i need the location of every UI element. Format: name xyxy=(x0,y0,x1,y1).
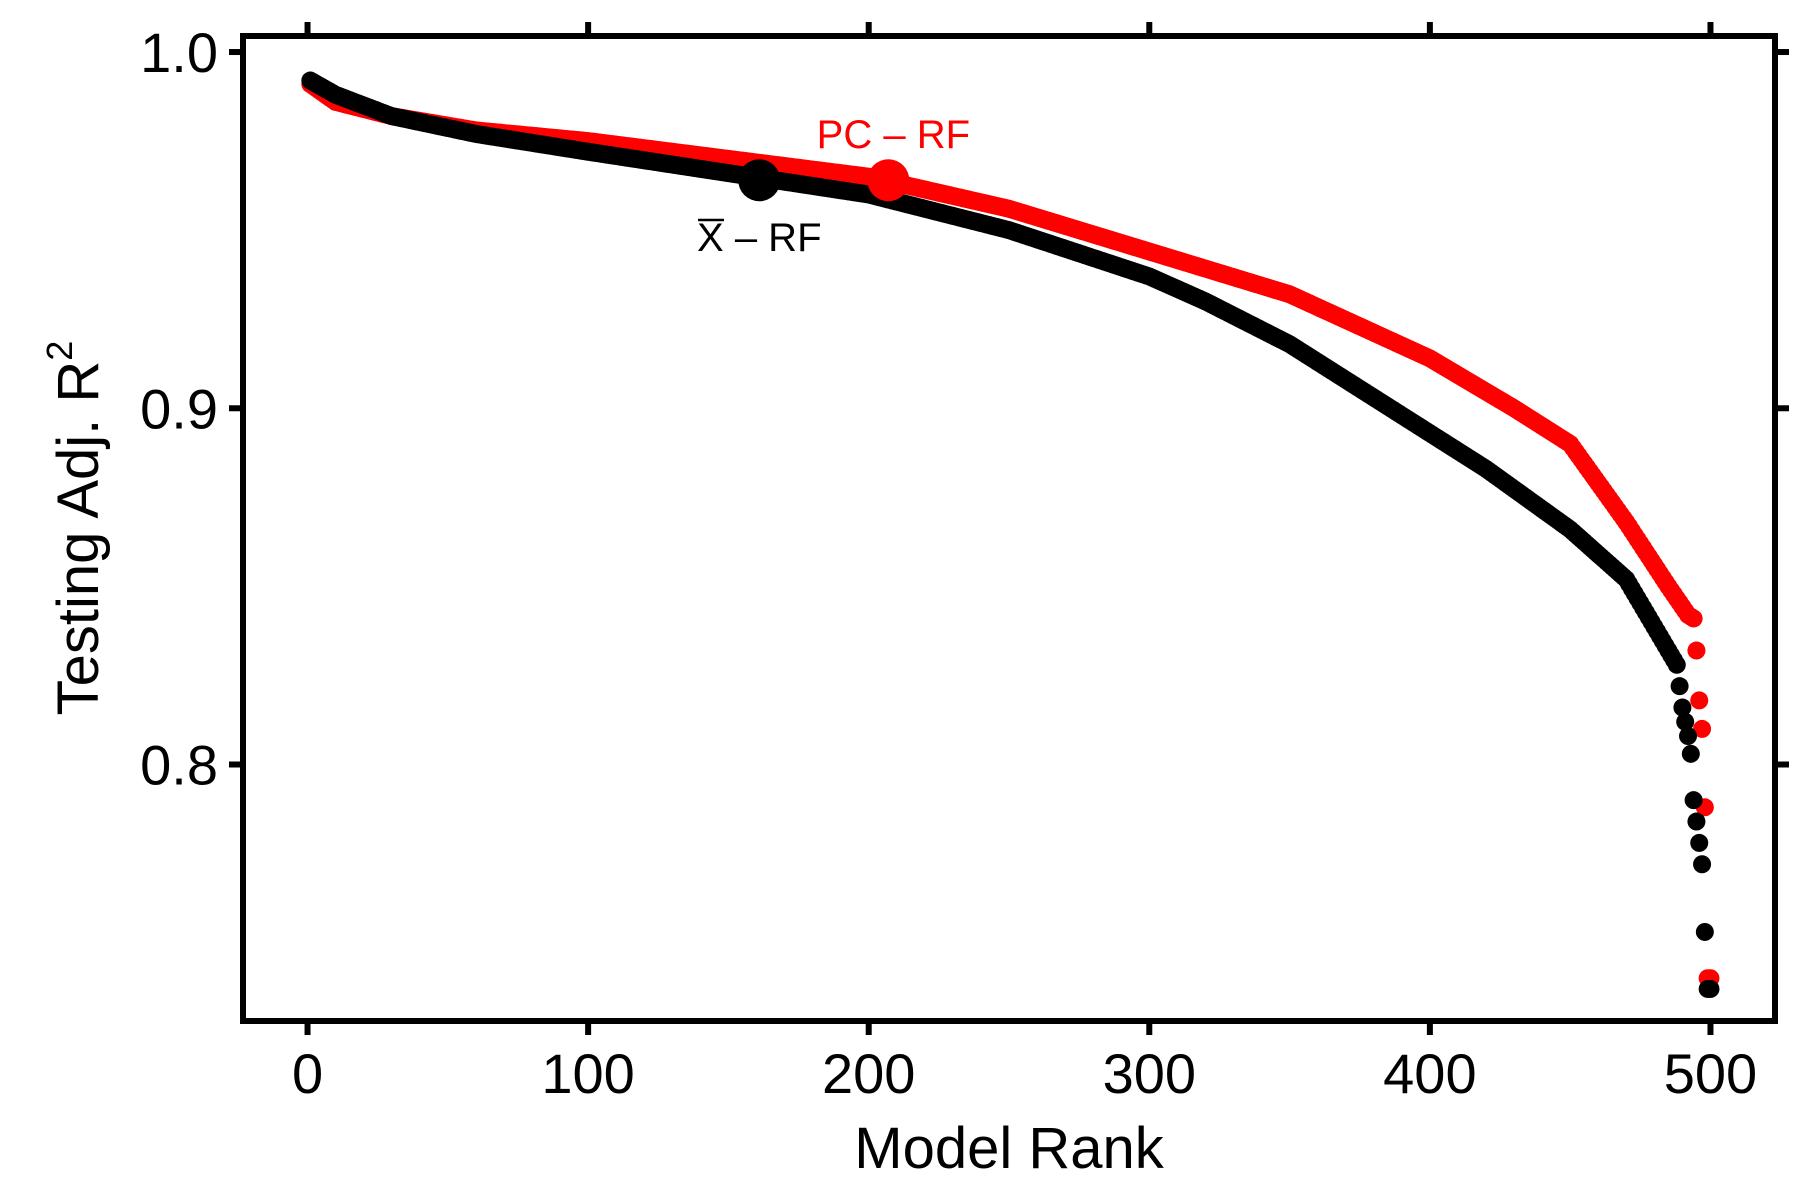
series-0-points xyxy=(301,75,1720,988)
y-tick-label: 1.0 xyxy=(140,21,218,84)
y-axis-title: Testing Adj. R2 xyxy=(39,341,111,716)
data-point xyxy=(1693,855,1712,874)
data-point xyxy=(1684,791,1703,810)
data-point xyxy=(1670,677,1689,696)
data-point xyxy=(1701,979,1720,998)
annotation-x-rf-text: X – RF xyxy=(697,216,821,260)
annotation-x-rf: X – RF xyxy=(697,216,821,260)
svg-text:Testing Adj. R2: Testing Adj. R2 xyxy=(39,341,111,716)
data-point xyxy=(1695,922,1714,941)
data-points-layer xyxy=(301,71,1720,998)
x-axis-title: Model Rank xyxy=(854,1116,1164,1181)
data-point xyxy=(1690,691,1709,710)
y-axis-title-superscript: 2 xyxy=(39,341,80,361)
data-point xyxy=(1693,719,1712,738)
y-tick-label: 0.8 xyxy=(140,734,218,797)
data-point xyxy=(1687,641,1706,660)
data-point xyxy=(1681,744,1700,763)
data-point xyxy=(1676,712,1695,731)
highlight-points-layer xyxy=(738,159,910,202)
tick-labels-layer: 0 100 200 300 400 500 0.8 0.9 1.0 xyxy=(140,21,1757,1105)
x-tick-label: 300 xyxy=(1103,1042,1196,1105)
axis-ticks-layer xyxy=(229,22,1789,1035)
plot-frame xyxy=(240,33,1778,1024)
x-tick-label: 0 xyxy=(292,1042,323,1105)
y-tick-label: 0.9 xyxy=(140,377,218,440)
data-point xyxy=(1673,698,1692,717)
highlight-point-0 xyxy=(867,159,910,202)
x-tick-label: 100 xyxy=(541,1042,634,1105)
y-axis-title-main: Testing Adj. R xyxy=(46,361,111,716)
annotation-pc-rf: PC – RF xyxy=(817,113,970,157)
x-tick-label: 500 xyxy=(1664,1042,1757,1105)
data-point xyxy=(1687,812,1706,831)
data-point xyxy=(1667,655,1686,674)
data-point xyxy=(1684,609,1703,628)
data-point xyxy=(1679,727,1698,746)
x-tick-label: 200 xyxy=(822,1042,915,1105)
annotations-layer: PC – RF X – RF xyxy=(697,113,970,260)
x-tick-label: 400 xyxy=(1383,1042,1476,1105)
highlight-point-1 xyxy=(738,159,781,202)
data-point xyxy=(1690,833,1709,852)
